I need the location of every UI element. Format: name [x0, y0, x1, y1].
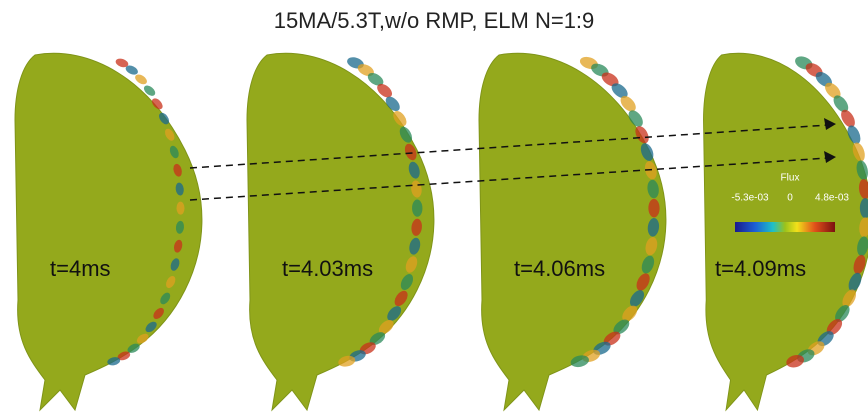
- edge-mode: [153, 307, 164, 320]
- edge-mode: [833, 95, 849, 113]
- edge-mode: [357, 64, 374, 77]
- edge-mode: [848, 272, 862, 292]
- edge-mode: [151, 98, 163, 110]
- edge-mode: [613, 319, 630, 335]
- edge-mode: [393, 110, 407, 127]
- plasma-panel: [246, 52, 435, 411]
- edge-mode: [601, 72, 619, 87]
- edge-mode: [411, 218, 422, 236]
- edge-mode: [166, 275, 176, 289]
- edge-mode: [853, 254, 866, 275]
- edge-mode: [377, 83, 393, 98]
- edge-mode: [826, 318, 843, 335]
- edge-mode: [160, 292, 171, 305]
- edge-mode: [409, 237, 421, 255]
- plasma-shape: [478, 52, 667, 411]
- colorbar: [735, 222, 835, 232]
- edge-mode: [859, 217, 868, 238]
- edge-mode: [603, 331, 621, 346]
- colorbar-label: 4.8e-03: [815, 193, 849, 204]
- edge-mode: [856, 160, 868, 181]
- colorbar-title: Flux: [781, 173, 800, 184]
- edge-mode: [636, 273, 650, 291]
- edge-mode: [125, 65, 138, 75]
- plasma-panel: [14, 52, 203, 411]
- edge-mode: [404, 143, 417, 161]
- edge-mode: [640, 143, 654, 161]
- edge-mode: [175, 220, 185, 234]
- plasma-panel: [703, 52, 868, 411]
- edge-mode: [647, 218, 660, 237]
- edge-mode: [852, 142, 865, 162]
- edge-mode: [641, 255, 655, 274]
- edge-mode: [136, 333, 149, 344]
- edge-mode: [135, 74, 147, 85]
- edge-mode: [570, 355, 589, 368]
- edge-mode: [825, 82, 841, 99]
- edge-mode: [173, 239, 183, 253]
- edge-mode: [369, 332, 386, 346]
- edge-mode: [647, 179, 659, 199]
- edge-mode: [387, 306, 402, 321]
- edge-mode: [786, 354, 805, 368]
- plasma-shape: [14, 52, 203, 411]
- edge-mode: [378, 320, 394, 334]
- edge-mode: [173, 163, 182, 177]
- edge-mode: [115, 58, 129, 68]
- edge-mode: [169, 145, 179, 159]
- edge-mode: [400, 274, 414, 291]
- title: 15MA/5.3T,w/o RMP, ELM N=1:9: [274, 8, 595, 33]
- edge-mode: [645, 237, 658, 256]
- time-label: t=4ms: [50, 256, 111, 281]
- edge-mode: [628, 110, 643, 127]
- edge-mode: [145, 321, 157, 333]
- edge-mode: [127, 343, 140, 353]
- edge-mode: [143, 85, 156, 96]
- edge-mode: [107, 357, 121, 366]
- edge-mode: [842, 289, 857, 308]
- edge-mode: [622, 305, 638, 322]
- plasma-panel: [478, 52, 667, 411]
- edge-mode: [175, 182, 184, 196]
- edge-mode: [847, 125, 861, 144]
- edge-mode: [857, 236, 868, 257]
- edge-mode: [170, 258, 180, 271]
- time-label: t=4.09ms: [715, 256, 806, 281]
- edge-mode: [159, 112, 170, 125]
- edge-mode: [385, 96, 400, 112]
- edge-mode: [611, 83, 628, 99]
- edge-mode: [408, 161, 420, 179]
- colorbar-label: -5.3e-03: [731, 193, 769, 204]
- edge-mode: [176, 201, 185, 215]
- edge-mode: [635, 126, 649, 144]
- edge-mode: [841, 109, 855, 128]
- edge-mode: [399, 126, 413, 143]
- colorbar-label: 0: [787, 193, 793, 204]
- edge-mode: [367, 72, 384, 86]
- arrows: [189, 124, 829, 201]
- arrow-line: [189, 157, 829, 201]
- edge-mode: [629, 290, 645, 307]
- edge-mode: [405, 256, 418, 273]
- edge-mode: [412, 199, 423, 217]
- arrow-heads: [824, 118, 836, 163]
- plasma-shape: [246, 52, 435, 411]
- edge-mode: [338, 355, 356, 367]
- edge-mode: [620, 96, 636, 112]
- time-label: t=4.03ms: [282, 256, 373, 281]
- edge-mode: [165, 128, 175, 141]
- edge-mode: [858, 179, 868, 199]
- edge-mode: [394, 290, 408, 307]
- time-label: t=4.06ms: [514, 256, 605, 281]
- arrow-line: [189, 124, 829, 169]
- edge-mode: [117, 351, 131, 361]
- panels: t=4ms t=4.03ms t=4.06ms t=4.09ms: [14, 52, 868, 411]
- edge-mode: [835, 305, 850, 322]
- edge-mode: [648, 198, 660, 218]
